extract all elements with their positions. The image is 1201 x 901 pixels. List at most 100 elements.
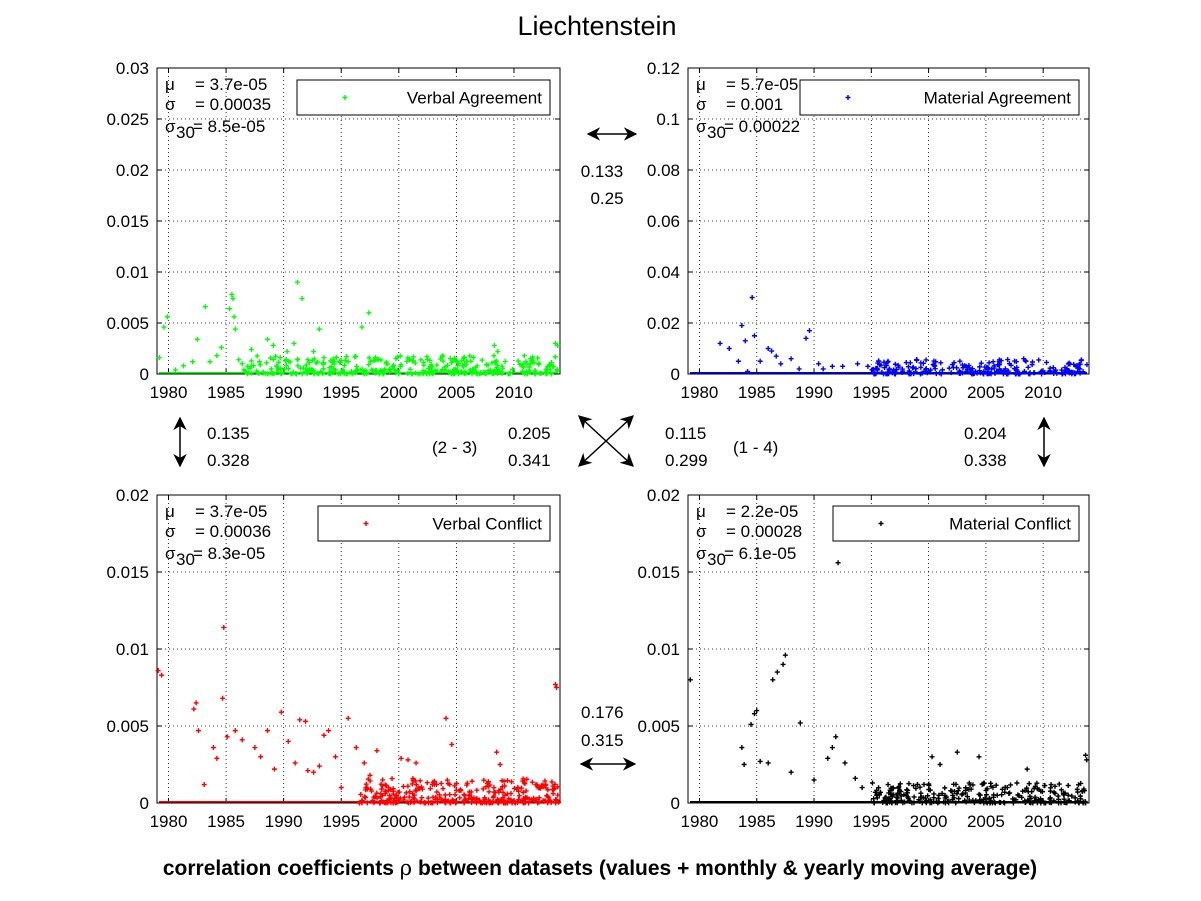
data-point	[984, 786, 990, 792]
data-point	[869, 367, 875, 373]
data-point	[878, 789, 884, 795]
x-tick-label: 1985	[738, 812, 776, 831]
data-point	[421, 360, 427, 366]
data-point	[321, 732, 327, 738]
data-point	[478, 799, 484, 805]
legend: Verbal Conflict	[317, 505, 551, 542]
data-point	[361, 760, 367, 766]
data-point	[495, 349, 501, 355]
data-point	[521, 800, 527, 806]
data-point	[468, 369, 474, 375]
data-point	[467, 793, 473, 799]
data-point	[305, 768, 311, 774]
data-point	[430, 370, 436, 376]
data-point	[968, 786, 974, 792]
data-point	[948, 370, 954, 376]
data-point	[973, 369, 979, 375]
data-point	[773, 353, 779, 359]
data-point	[413, 370, 419, 376]
data-point	[331, 361, 337, 367]
data-point	[496, 788, 502, 794]
data-point	[816, 361, 822, 367]
data-point	[1077, 793, 1083, 799]
data-point	[893, 366, 899, 372]
data-point	[239, 737, 245, 743]
data-point	[892, 361, 898, 367]
data-point	[268, 366, 274, 372]
data-point	[333, 367, 339, 373]
data-point	[429, 800, 435, 806]
data-point	[316, 371, 322, 377]
stat-subscript: 30	[176, 123, 195, 142]
stat-symbol: σ	[696, 544, 707, 563]
corr-right-b: 0.338	[964, 451, 1007, 470]
data-point	[1047, 788, 1053, 794]
data-point	[1060, 790, 1066, 796]
data-point	[382, 791, 388, 797]
data-point	[979, 781, 985, 787]
data-point	[236, 357, 242, 363]
data-point	[964, 794, 970, 800]
data-point	[510, 367, 516, 373]
data-point	[521, 777, 527, 783]
data-point	[1016, 371, 1022, 377]
data-point	[341, 369, 347, 375]
data-point	[990, 359, 996, 365]
data-point	[299, 371, 305, 377]
data-point	[548, 371, 554, 377]
data-point	[239, 361, 245, 367]
data-point	[201, 782, 207, 788]
x-tick-label: 2000	[380, 383, 418, 402]
data-point	[386, 787, 392, 793]
data-point	[230, 296, 236, 302]
data-point	[1052, 790, 1058, 796]
data-point	[522, 371, 528, 377]
data-point	[232, 326, 238, 332]
x-tick-label: 1980	[150, 812, 188, 831]
data-point	[407, 366, 413, 372]
data-point	[459, 358, 465, 364]
data-point	[321, 360, 327, 366]
y-tick-label: 0.015	[637, 563, 680, 582]
stat-value: = 8.3e-05	[193, 544, 265, 563]
data-point	[155, 668, 161, 674]
data-point	[989, 800, 995, 806]
data-point	[953, 800, 959, 806]
data-point	[950, 797, 956, 803]
data-point	[741, 762, 747, 767]
data-point	[901, 792, 907, 798]
data-point	[482, 798, 488, 804]
data-point	[489, 360, 495, 366]
data-point	[833, 734, 839, 740]
data-point	[829, 363, 835, 369]
data-point	[517, 361, 523, 367]
data-point	[221, 624, 227, 630]
data-point	[1051, 798, 1057, 804]
data-point	[1008, 782, 1014, 788]
data-point	[420, 368, 426, 374]
data-point	[214, 755, 220, 761]
data-point	[281, 367, 287, 373]
data-point	[394, 794, 400, 800]
data-point	[462, 792, 468, 798]
stats-block: μ = 2.2e-05 σ = 0.00028 σ 30= 6.1e-05	[696, 502, 802, 569]
data-point	[1056, 781, 1062, 787]
data-point	[883, 794, 889, 800]
data-point	[494, 358, 500, 364]
data-point	[497, 798, 503, 804]
arrow-diag-2	[578, 415, 634, 467]
data-point	[251, 363, 257, 369]
data-point	[229, 291, 235, 297]
data-point	[172, 367, 178, 373]
data-point	[363, 368, 369, 374]
legend-marker	[342, 95, 348, 100]
data-point	[1065, 783, 1071, 789]
data-point	[224, 734, 230, 740]
y-tick-label: 0.02	[647, 314, 680, 333]
data-point	[796, 366, 802, 372]
data-point	[380, 777, 386, 783]
data-point	[1010, 800, 1016, 806]
data-point	[1042, 369, 1048, 375]
y-tick-label: 0.03	[116, 59, 149, 78]
data-point	[210, 745, 216, 751]
